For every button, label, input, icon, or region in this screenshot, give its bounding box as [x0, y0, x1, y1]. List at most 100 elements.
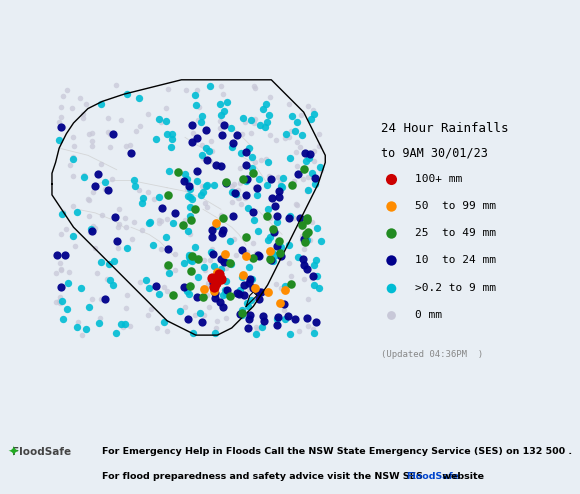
Point: [307, 218, 317, 226]
Point: [110, 257, 119, 265]
Point: [244, 263, 253, 271]
Point: [296, 112, 306, 120]
Point: [62, 305, 71, 313]
Point: [273, 212, 282, 220]
Point: [122, 90, 132, 98]
Point: [165, 269, 174, 277]
Point: [58, 210, 67, 218]
Point: [231, 251, 241, 259]
Point: [219, 122, 229, 129]
Point: [129, 176, 138, 184]
Point: [229, 235, 238, 243]
Point: [97, 295, 106, 303]
Point: [212, 161, 221, 169]
Point: [202, 181, 212, 189]
Point: [154, 115, 164, 123]
Point: [96, 160, 106, 168]
Point: [157, 204, 166, 211]
Point: [281, 282, 290, 290]
Point: [222, 98, 231, 106]
Point: [259, 105, 268, 113]
Point: [256, 121, 265, 128]
Point: [191, 311, 200, 319]
Point: [196, 118, 205, 125]
Point: [309, 110, 318, 118]
Point: [245, 315, 254, 323]
Point: [56, 113, 66, 121]
Point: [203, 156, 212, 164]
Point: [303, 216, 312, 224]
Point: [135, 186, 144, 194]
Point: [192, 293, 201, 301]
Point: [297, 223, 306, 231]
Point: [186, 216, 195, 224]
Point: [216, 276, 226, 284]
Point: [164, 192, 173, 200]
Point: [227, 198, 237, 206]
Point: [271, 251, 281, 259]
Point: [266, 233, 275, 241]
Point: [215, 124, 224, 132]
Point: [276, 252, 285, 260]
Point: [290, 127, 299, 135]
Point: [305, 150, 314, 158]
Point: [75, 94, 85, 102]
Point: [216, 252, 226, 260]
Point: [386, 256, 396, 264]
Point: [246, 296, 255, 304]
Point: [161, 104, 171, 112]
Point: [179, 259, 188, 267]
Point: [291, 148, 300, 156]
Point: [310, 329, 319, 337]
Point: [235, 285, 244, 293]
Point: [307, 169, 317, 177]
Point: [138, 226, 147, 234]
Point: [218, 229, 227, 237]
Point: [298, 236, 307, 244]
Point: [227, 188, 236, 196]
Point: [187, 257, 196, 265]
Point: [199, 255, 208, 263]
Point: [266, 214, 275, 222]
Point: [241, 194, 250, 202]
Point: [226, 124, 235, 132]
Point: [199, 188, 208, 196]
Point: [248, 207, 258, 215]
Point: [120, 321, 129, 329]
Point: [192, 177, 201, 185]
Point: [216, 111, 226, 119]
Point: [232, 131, 241, 139]
Point: [246, 129, 256, 137]
Point: [63, 279, 72, 287]
Point: [196, 191, 205, 199]
Point: [197, 318, 206, 326]
Point: [263, 236, 273, 244]
Point: [278, 174, 288, 182]
Point: [239, 282, 248, 289]
Point: [252, 192, 261, 200]
Point: [161, 263, 171, 271]
Point: [268, 225, 277, 233]
Point: [386, 202, 396, 210]
Point: [132, 127, 141, 135]
Point: [276, 299, 285, 307]
Point: [217, 111, 226, 119]
Point: [298, 175, 307, 183]
Point: [126, 149, 135, 157]
Point: [193, 134, 202, 142]
Point: [67, 104, 76, 112]
Point: [56, 283, 66, 291]
Point: [137, 199, 146, 206]
Point: [237, 309, 246, 317]
Point: [104, 128, 113, 136]
Point: [267, 195, 277, 203]
Point: [310, 174, 320, 182]
Point: [85, 303, 94, 311]
Point: [108, 130, 118, 138]
Point: [201, 126, 211, 134]
Point: [130, 182, 140, 190]
Point: [194, 116, 203, 124]
Point: [51, 298, 60, 306]
Point: [55, 118, 64, 126]
Point: [162, 215, 172, 223]
